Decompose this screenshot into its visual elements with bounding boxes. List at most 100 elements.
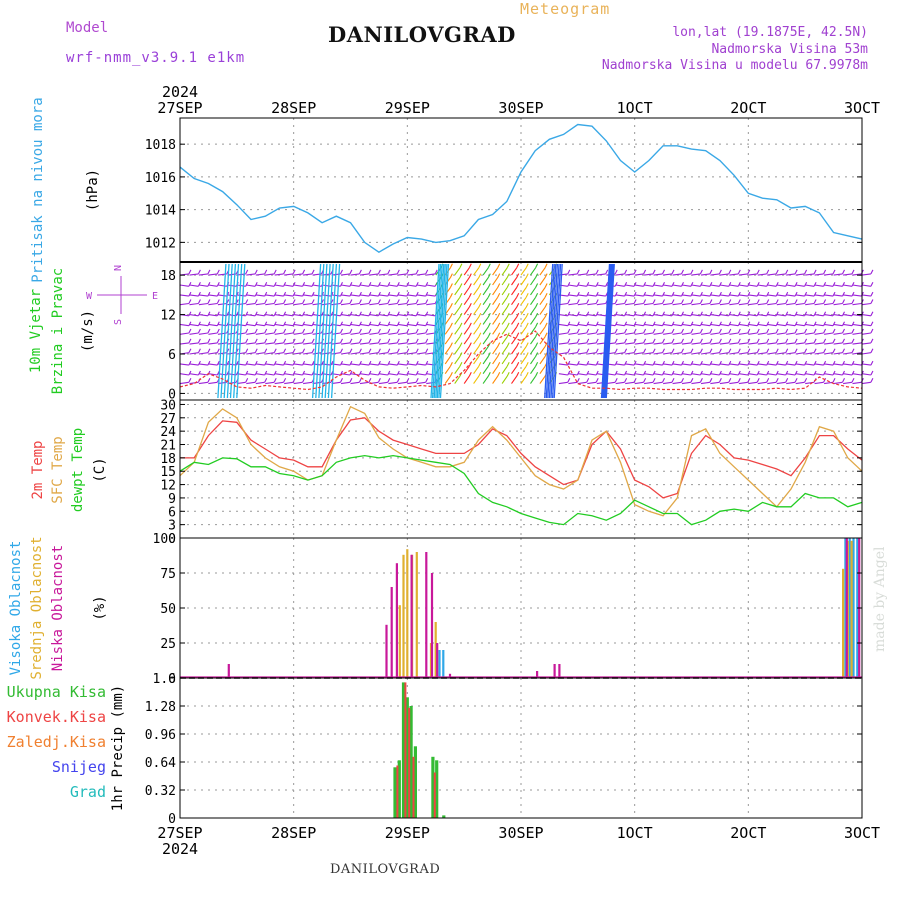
wind-barb-feather xyxy=(718,378,722,383)
wind-barb-feather xyxy=(832,311,836,317)
wind-barb-feather xyxy=(567,338,571,344)
wind-barb xyxy=(227,302,237,306)
wind-barb-feather xyxy=(478,322,482,328)
wind-barb-feather xyxy=(506,283,510,288)
wind-barb xyxy=(852,294,862,297)
wind-barb xyxy=(767,381,777,385)
wind-barb-feather xyxy=(766,282,770,287)
wind-barb xyxy=(786,314,796,317)
wind-barb-streak xyxy=(439,263,450,399)
wind-barb-feather xyxy=(718,321,722,326)
wind-barb xyxy=(587,373,597,376)
wind-barb-feather xyxy=(516,342,520,347)
wind-barb-feather xyxy=(264,269,268,275)
wind-barb-feather xyxy=(766,291,770,297)
wind-barb-feather xyxy=(358,328,362,334)
wind-barb-feather xyxy=(487,312,491,318)
wind-unit: (m/s) xyxy=(80,310,96,352)
wind-barb-feather xyxy=(506,332,510,338)
wind-barb-feather xyxy=(614,291,618,297)
wind-barb-feather xyxy=(576,370,580,376)
wind-barb-feather xyxy=(188,321,192,326)
wind-barb xyxy=(843,273,853,276)
wind-barb xyxy=(700,381,710,385)
wind-barb-feather xyxy=(478,263,482,269)
x-tick-label-bottom: 28SEP xyxy=(271,824,316,842)
wind-barb xyxy=(482,306,489,315)
wind-barb xyxy=(454,267,461,276)
temp-unit: (C) xyxy=(92,457,108,482)
wind-barb xyxy=(350,373,360,376)
wind-barb xyxy=(388,352,398,355)
wind-barb-feather xyxy=(273,370,277,376)
wind-barb xyxy=(681,314,691,317)
wind-barb-feather xyxy=(709,299,713,304)
wind-barb-streak xyxy=(431,263,442,399)
wind-barb-feather xyxy=(216,291,220,297)
wind-barb-feather xyxy=(406,338,410,344)
wind-barb xyxy=(501,356,508,365)
cloud-mid-bar xyxy=(398,605,401,678)
wind-barb xyxy=(463,306,470,315)
wind-barb xyxy=(473,267,480,276)
wind-barb-feather xyxy=(245,378,249,383)
wind-barb xyxy=(577,284,587,287)
wind-barb xyxy=(710,284,720,287)
wind-barb xyxy=(577,342,587,345)
x-tick-label-top: 29SEP xyxy=(385,99,430,117)
wind-barb-feather xyxy=(273,291,277,297)
wind-barb xyxy=(492,375,499,384)
wind-barb xyxy=(520,316,527,325)
wind-barb-feather xyxy=(832,291,836,297)
wind-barb xyxy=(833,302,843,306)
wind-barb-feather xyxy=(254,311,258,317)
y-tick-label: 9 xyxy=(168,492,176,507)
wind-barb-feather xyxy=(358,269,362,275)
wind-barb-feather xyxy=(302,299,306,304)
wind-barb xyxy=(861,381,871,385)
wind-barb-feather xyxy=(681,321,684,326)
wind-barb-feather xyxy=(216,299,220,304)
wind-barb-feather xyxy=(671,338,675,344)
wind-barb xyxy=(719,273,729,276)
wind-barb-feather xyxy=(273,338,277,344)
y-tick-label: 0 xyxy=(168,532,176,547)
wind-barb-feather xyxy=(525,352,529,357)
wind-barb xyxy=(426,284,436,287)
wind-barb xyxy=(208,273,218,276)
wind-barb xyxy=(520,277,527,286)
y-tick-label: 12 xyxy=(160,479,176,494)
wind-barb-feather xyxy=(425,348,429,353)
wind-barb xyxy=(303,302,313,306)
wind-barb-feather xyxy=(870,269,874,275)
wind-barb xyxy=(596,323,606,327)
wind-barb xyxy=(482,277,489,286)
wind-barb xyxy=(312,342,322,345)
wind-barb xyxy=(463,316,470,325)
wind-barb-feather xyxy=(813,291,817,297)
wind-barb xyxy=(577,332,587,335)
wind-barb-feather xyxy=(292,291,296,297)
wind-barb-feather xyxy=(804,321,808,326)
wind-barb-feather xyxy=(254,360,258,366)
wind-barb-feather xyxy=(368,370,372,376)
wind-barb xyxy=(284,352,294,355)
wind-barb xyxy=(227,294,237,297)
wind-barb-feather xyxy=(652,282,656,287)
wind-barb xyxy=(548,365,556,375)
wind-barb xyxy=(776,302,786,306)
wind-barb-feather xyxy=(794,291,798,297)
wind-barb-feather xyxy=(535,332,539,338)
wind-barb xyxy=(198,302,208,306)
wind-barb-feather xyxy=(652,338,656,344)
y-tick-label: 75 xyxy=(160,567,176,582)
wind-barb xyxy=(501,316,508,325)
wind-barb-feather xyxy=(245,348,249,353)
wind-barb-feather xyxy=(487,302,491,308)
wind-barb xyxy=(265,373,275,376)
wind-barb xyxy=(767,352,777,355)
wind-barb-feather xyxy=(207,348,211,353)
wind-barb-feather xyxy=(283,311,287,317)
wind-barb xyxy=(729,352,739,355)
wind-barb xyxy=(378,314,388,317)
